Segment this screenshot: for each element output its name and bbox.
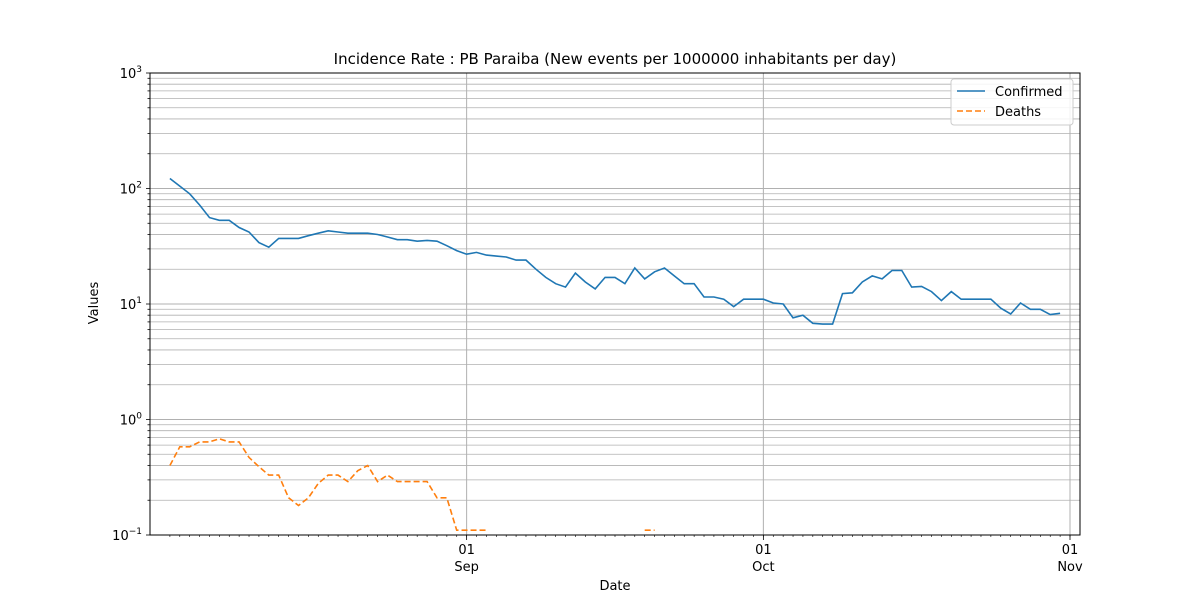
chart-title: Incidence Rate : PB Paraiba (New events … [334,50,897,68]
legend: Confirmed Deaths [950,78,1074,126]
y-tick-label: 102 [120,181,142,198]
grid [150,73,1080,536]
series-lines [169,177,1061,531]
legend-label-deaths: Deaths [995,105,1041,120]
y-tick-label: 10−1 [112,527,142,544]
x-tick-day-label: 01 [755,543,772,558]
series-line-deaths [169,437,487,531]
x-tick-month-label: Sep [454,560,479,575]
y-tick-label: 103 [120,65,142,82]
legend-label-confirmed: Confirmed [995,85,1063,100]
y-tick-label: 101 [120,296,142,313]
x-tick-day-label: 01 [458,543,475,558]
y-tick-label: 100 [120,412,143,429]
x-tick-day-label: 01 [1062,543,1079,558]
plot-frame [149,72,1081,536]
series-line-confirmed [169,177,1061,325]
y-axis-label: Values [87,282,102,325]
x-tick-month-label: Nov [1057,560,1083,575]
axes: 10−1 100 101 102 103 01 Sep 01 Oct 01 Nov [112,65,1083,575]
x-axis-label: Date [599,579,630,594]
x-tick-month-label: Oct [752,560,774,575]
